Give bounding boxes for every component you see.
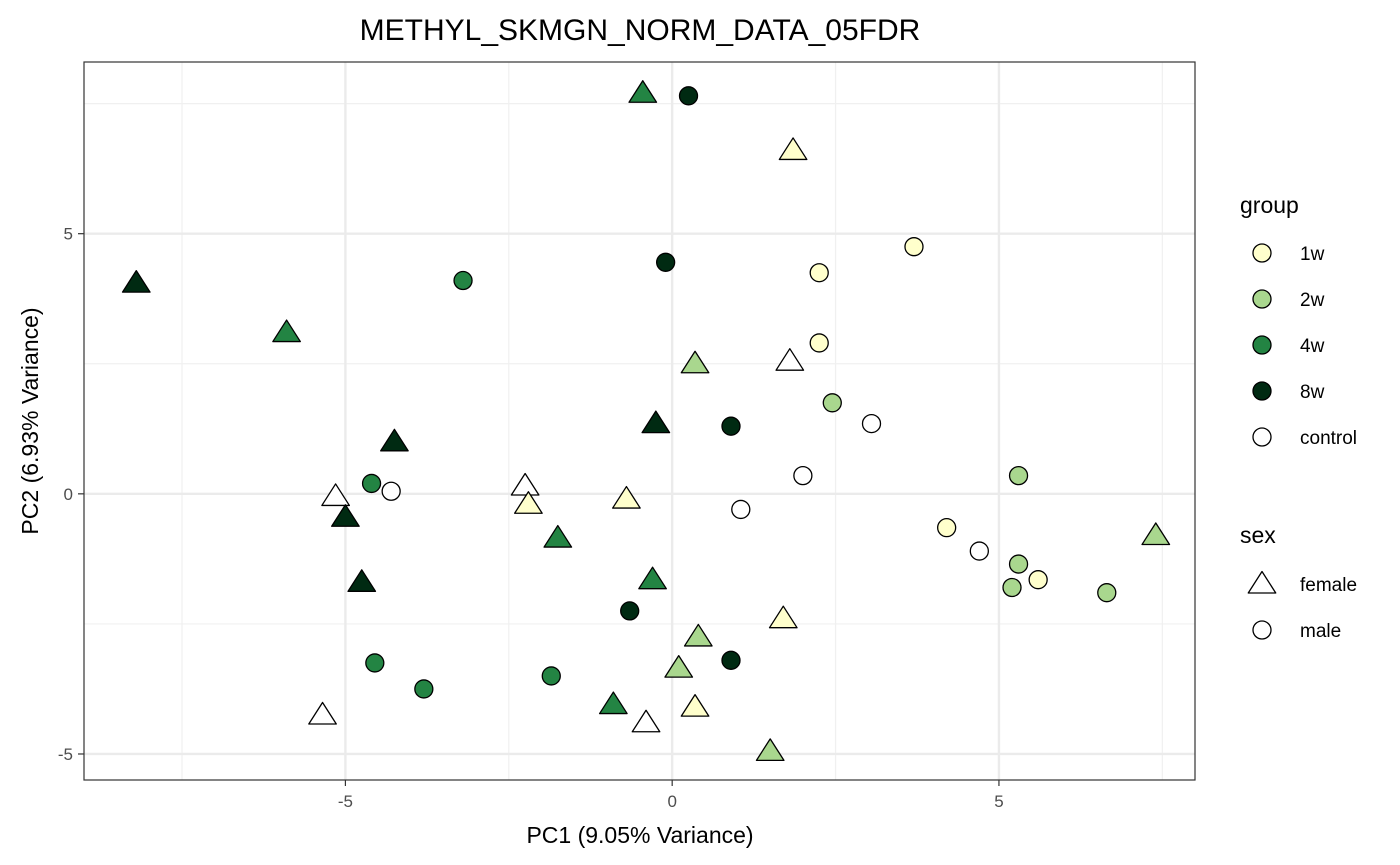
y-axis: -5 0 5 bbox=[58, 225, 84, 764]
data-point-control-female bbox=[321, 483, 351, 507]
data-point-control-male bbox=[793, 465, 813, 486]
data-point-control-male bbox=[731, 499, 751, 520]
data-point-1w-female bbox=[612, 485, 641, 509]
data-point-4w-female bbox=[598, 691, 628, 715]
y-tick-label: 5 bbox=[64, 225, 73, 244]
data-point-4w-female bbox=[543, 524, 573, 548]
data-point-4w-male bbox=[541, 666, 561, 686]
legend-key-1w bbox=[1252, 243, 1272, 263]
x-axis: -5 0 5 bbox=[338, 780, 1004, 811]
data-point-4w-female bbox=[272, 319, 301, 343]
data-point-8w-female bbox=[380, 428, 409, 452]
chart-title: METHYL_SKMGN_NORM_DATA_05FDR bbox=[360, 14, 921, 47]
data-point-2w-female bbox=[1141, 522, 1171, 546]
data-point-4w-female bbox=[628, 80, 658, 103]
data-point-8w-female bbox=[347, 569, 377, 592]
x-tick-label: -5 bbox=[338, 792, 353, 811]
legend-group-title: group bbox=[1240, 192, 1299, 218]
legend-label-male: male bbox=[1300, 621, 1341, 642]
data-point-4w-male bbox=[365, 653, 385, 673]
panel-background bbox=[84, 62, 1195, 780]
data-point-8w-male bbox=[655, 252, 676, 272]
legend-label-2w: 2w bbox=[1300, 290, 1325, 311]
data-point-2w-male bbox=[1002, 577, 1022, 598]
grid-major bbox=[84, 62, 1195, 780]
data-point-2w-male bbox=[1008, 465, 1029, 486]
data-point-control-male bbox=[861, 413, 882, 434]
legend-key-male bbox=[1252, 620, 1272, 640]
y-tick-label: 0 bbox=[64, 485, 73, 504]
data-point-2w-male bbox=[1097, 583, 1117, 603]
data-point-1w-male bbox=[809, 333, 829, 353]
panel-border bbox=[83, 61, 1196, 781]
data-point-control-female bbox=[775, 348, 805, 371]
legend-label-control: control bbox=[1300, 428, 1357, 449]
data-point-control-female bbox=[631, 709, 661, 733]
data-point-4w-male bbox=[361, 473, 382, 494]
data-point-control-female bbox=[308, 701, 337, 725]
legend-sex-items: female male bbox=[1247, 570, 1357, 642]
legend-key-female bbox=[1247, 570, 1277, 594]
data-point-2w-female bbox=[755, 738, 785, 762]
data-point-4w-female bbox=[638, 566, 667, 590]
data-point-control-male bbox=[381, 481, 401, 501]
x-tick-label: 5 bbox=[994, 792, 1003, 811]
x-tick-label: 0 bbox=[667, 792, 676, 811]
data-point-1w-female bbox=[778, 137, 808, 161]
data-point-8w-female bbox=[331, 504, 360, 527]
data-point-8w-male bbox=[721, 416, 741, 436]
data-point-2w-female bbox=[664, 654, 694, 678]
data-point-4w-male bbox=[453, 270, 473, 291]
legend-sex-title: sex bbox=[1240, 522, 1276, 548]
legend-label-1w: 1w bbox=[1300, 244, 1325, 265]
data-point-control-male bbox=[969, 541, 989, 561]
legend-group-items: 1w 2w 4w 8w control bbox=[1252, 243, 1357, 449]
data-point-8w-male bbox=[620, 601, 640, 621]
y-tick-label: -5 bbox=[58, 745, 73, 764]
data-point-1w-male bbox=[1028, 570, 1048, 590]
x-axis-title: PC1 (9.05% Variance) bbox=[526, 822, 753, 848]
y-axis-title: PC2 (6.93% Variance) bbox=[17, 307, 43, 534]
data-point-4w-male bbox=[414, 679, 434, 699]
legend-label-female: female bbox=[1300, 575, 1357, 596]
data-point-8w-male bbox=[678, 86, 699, 106]
data-point-control-female bbox=[510, 472, 540, 496]
legend-label-4w: 4w bbox=[1300, 336, 1325, 357]
data-point-8w-female bbox=[121, 269, 151, 293]
legend: group 1w 2w 4w 8w control sex female male bbox=[1240, 192, 1357, 642]
data-point-1w-female bbox=[514, 491, 543, 514]
data-point-1w-male bbox=[904, 237, 924, 257]
legend-key-2w bbox=[1252, 289, 1272, 309]
data-point-1w-male bbox=[809, 263, 829, 283]
data-point-1w-female bbox=[768, 605, 798, 629]
data-point-8w-male bbox=[721, 650, 741, 670]
data-points bbox=[121, 80, 1171, 762]
data-point-1w-female bbox=[680, 694, 710, 717]
data-point-2w-male bbox=[822, 393, 842, 413]
data-point-2w-female bbox=[683, 623, 713, 647]
data-point-8w-female bbox=[641, 410, 671, 434]
legend-key-4w bbox=[1252, 335, 1272, 355]
plot-panel bbox=[83, 61, 1196, 781]
legend-key-8w bbox=[1252, 381, 1272, 401]
data-point-2w-male bbox=[1008, 554, 1029, 574]
legend-label-8w: 8w bbox=[1300, 382, 1325, 403]
legend-key-control bbox=[1252, 427, 1272, 447]
data-point-2w-female bbox=[680, 350, 710, 374]
data-point-1w-male bbox=[937, 518, 957, 538]
grid-minor bbox=[84, 62, 1195, 780]
